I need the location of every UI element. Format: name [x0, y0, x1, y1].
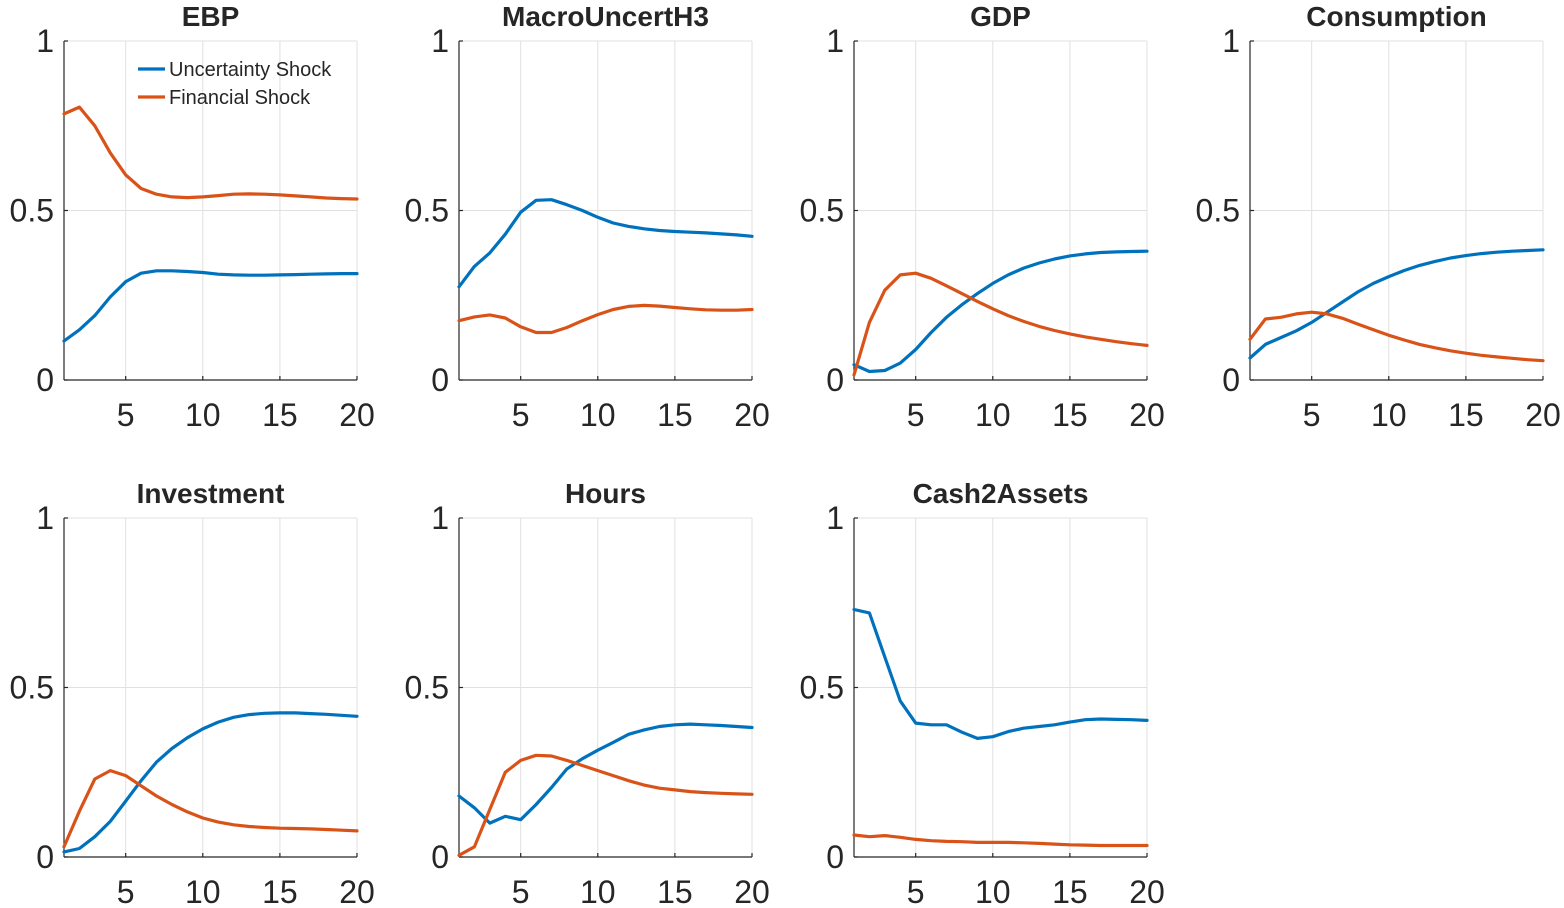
- panel-title: Investment: [137, 478, 285, 509]
- x-tick-label: 20: [1525, 397, 1561, 433]
- financial-shock-line: [852, 271, 1149, 377]
- uncertainty-shock-line: [62, 269, 359, 343]
- x-tick-label: 15: [1052, 397, 1088, 433]
- y-tick-label: 1: [826, 500, 844, 536]
- y-tick-label: 0: [431, 839, 449, 875]
- x-tick-label: 15: [262, 397, 298, 433]
- x-tick-label: 5: [1303, 397, 1321, 433]
- panel-title: MacroUncertH3: [502, 1, 709, 32]
- y-tick-label: 0: [1222, 362, 1240, 398]
- y-tick-label: 0.5: [10, 193, 54, 229]
- x-tick-label: 5: [117, 397, 135, 433]
- y-tick-label: 1: [826, 23, 844, 59]
- y-tick-label: 1: [431, 500, 449, 536]
- panel-title: Hours: [565, 478, 646, 509]
- y-tick-label: 1: [36, 23, 54, 59]
- legend: Uncertainty Shock Financial Shock: [138, 59, 332, 109]
- y-tick-label: 0.5: [800, 193, 844, 229]
- legend-label: Financial Shock: [169, 87, 311, 109]
- y-tick-label: 0: [36, 839, 54, 875]
- x-tick-label: 5: [117, 874, 135, 908]
- x-tick-label: 10: [580, 397, 616, 433]
- uncertainty-shock-line: [457, 722, 754, 825]
- y-tick-label: 1: [36, 500, 54, 536]
- x-tick-label: 15: [1448, 397, 1484, 433]
- x-tick-label: 10: [185, 397, 221, 433]
- financial-shock-line: [852, 833, 1149, 848]
- y-tick-label: 0.5: [10, 670, 54, 706]
- financial-shock-line: [62, 768, 359, 849]
- panel-ebp: 5 10 15 20 0 0.5 1 EBP Uncertainty Shock Financia…: [10, 1, 375, 433]
- x-tick-label: 10: [580, 874, 616, 908]
- uncertainty-shock-line: [1248, 248, 1545, 360]
- y-tick-label: 0.5: [800, 670, 844, 706]
- y-tick-label: 0: [826, 839, 844, 875]
- y-tick-label: 0: [826, 362, 844, 398]
- panel-gdp: 5 10 15 20 0 0.5 1 GDP: [800, 1, 1165, 433]
- financial-shock-line: [1248, 310, 1545, 363]
- x-tick-label: 20: [1129, 874, 1165, 908]
- x-tick-label: 5: [512, 397, 530, 433]
- y-tick-label: 1: [1222, 23, 1240, 59]
- y-tick-label: 0: [431, 362, 449, 398]
- x-tick-label: 20: [1129, 397, 1165, 433]
- panel-title: EBP: [182, 1, 240, 32]
- panel-title: GDP: [970, 1, 1031, 32]
- legend-label: Uncertainty Shock: [169, 59, 332, 81]
- uncertainty-shock-line: [852, 249, 1149, 374]
- x-tick-label: 10: [185, 874, 221, 908]
- y-tick-label: 0.5: [405, 193, 449, 229]
- uncertainty-shock-line: [457, 198, 754, 289]
- financial-shock-line: [457, 753, 754, 857]
- x-tick-label: 15: [657, 874, 693, 908]
- x-tick-label: 5: [907, 397, 925, 433]
- panel-macrouncerth3: 5 10 15 20 0 0.5 1 MacroUncertH3: [405, 1, 770, 433]
- x-tick-label: 20: [339, 397, 375, 433]
- panel-cash2assets: 5 10 15 20 0 0.5 1 Cash2Assets: [800, 478, 1165, 908]
- y-tick-label: 0: [36, 362, 54, 398]
- x-tick-label: 10: [975, 874, 1011, 908]
- panel-title: Consumption: [1306, 1, 1486, 32]
- financial-shock-line: [62, 105, 359, 201]
- x-tick-label: 20: [734, 397, 770, 433]
- x-tick-label: 20: [734, 874, 770, 908]
- panel-hours: 5 10 15 20 0 0.5 1 Hours: [405, 478, 770, 908]
- uncertainty-shock-line: [852, 607, 1149, 741]
- panel-title: Cash2Assets: [913, 478, 1089, 509]
- x-tick-label: 10: [1371, 397, 1407, 433]
- uncertainty-shock-line: [62, 711, 359, 854]
- x-tick-label: 15: [1052, 874, 1088, 908]
- y-tick-label: 1: [431, 23, 449, 59]
- y-tick-label: 0.5: [1196, 193, 1240, 229]
- x-tick-label: 5: [907, 874, 925, 908]
- panel-investment: 5 10 15 20 0 0.5 1 Investment: [10, 478, 375, 908]
- x-tick-label: 15: [262, 874, 298, 908]
- y-tick-label: 0.5: [405, 670, 449, 706]
- financial-shock-line: [457, 303, 754, 335]
- panel-consumption: 5 10 15 20 0 0.5 1 Consumption: [1196, 1, 1561, 433]
- x-tick-label: 5: [512, 874, 530, 908]
- x-tick-label: 10: [975, 397, 1011, 433]
- x-tick-label: 20: [339, 874, 375, 908]
- x-tick-label: 15: [657, 397, 693, 433]
